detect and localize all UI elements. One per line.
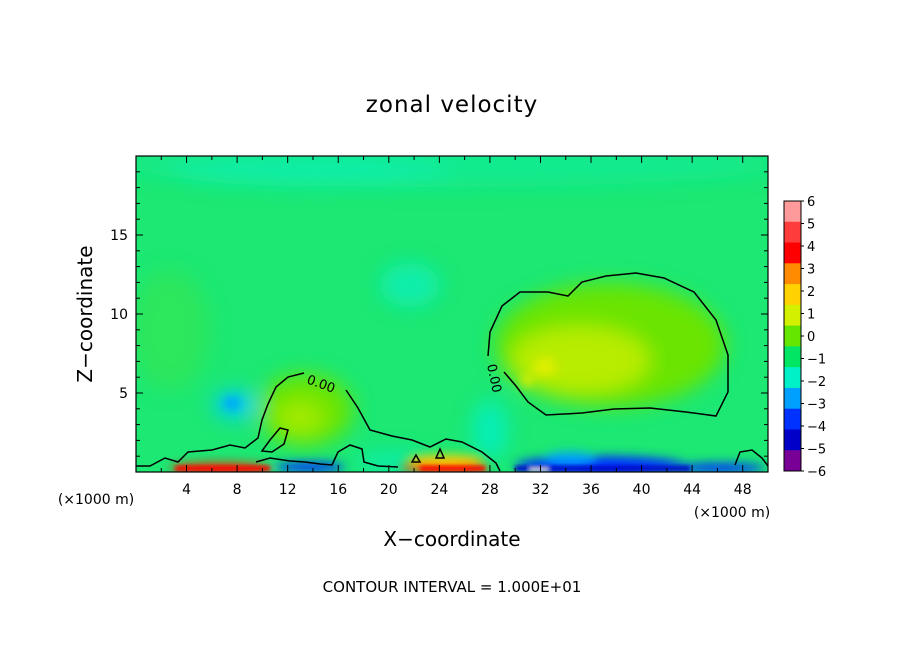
contour-zero-left [136,372,501,472]
colorbar-swatch [784,387,801,410]
colorbar-label: −2 [807,375,826,390]
z-unit-label: (×1000 m) [58,492,134,508]
colorbar-label: 6 [807,195,815,210]
plot-area [136,156,768,472]
field-surf-strip-navy [515,466,690,471]
field-upper-cyan [170,158,450,186]
contour-zero-right-corner [734,449,768,467]
y-tick-label: 10 [110,307,128,323]
colorbar-label: −5 [807,443,826,458]
field-surf-blue-2 [545,452,595,464]
colorbar-label: −6 [807,465,826,480]
colorbar-label: 1 [807,308,815,323]
x-tick-label: 20 [380,482,398,498]
x-tick-label: 12 [279,482,297,498]
colorbar-swatch [784,284,801,306]
x-tick-label: 16 [329,482,347,498]
colorbar-swatch [784,408,801,430]
contour-zero-small-1 [410,453,422,463]
field-pos-yellow-1 [533,358,557,376]
colorbar-label: −1 [807,353,826,368]
colorbar-swatch [784,325,801,347]
field-shading [136,156,768,472]
contour-zero-small-2 [434,447,446,459]
contour-zero-left-lower [255,444,399,468]
contour-label-right: 0.00 [483,363,504,394]
colorbar-label: 4 [807,240,815,255]
field-left-green [136,270,210,390]
field-positive-right-core [510,326,650,394]
x-tick-label: 48 [734,482,752,498]
x-tick-label: 44 [683,482,701,498]
colorbar-label: −3 [807,398,826,413]
colorbar-swatch [784,242,801,264]
chart-title: zonal velocity [366,92,538,118]
field-surf-strip-white [530,468,548,471]
field-surf-strip-red [175,466,270,471]
field-surface-strip [175,466,690,471]
contours [136,272,768,472]
x-unit-label: (×1000 m) [694,505,770,521]
colorbar-swatch [784,221,801,244]
colorbar-swatch [784,429,801,451]
x-axis: 4 8 12 16 20 24 28 32 36 40 44 48 [160,156,752,498]
y-tick-label: 5 [119,386,128,402]
colorbar-label: −4 [807,420,826,435]
colorbar-swatch [784,367,801,389]
field-mid-negative [380,263,440,307]
x-tick-label: 28 [481,482,499,498]
x-axis-label: X−coordinate [383,527,520,551]
contour-zero-right [487,272,729,417]
colorbar-label: 5 [807,218,815,233]
field-surf-strip-red-2 [420,466,485,471]
colorbar-swatch [784,304,801,327]
x-tick-label: 24 [430,482,448,498]
contour-zero-left-inner [260,427,289,453]
field-neg-cyan-2 [472,400,508,460]
field-surf-yellow [405,455,485,465]
field-neg-blue-1 [223,397,241,409]
colorbar-swatch [784,450,801,472]
colorbar-swatch [784,346,801,368]
colorbar-label: 3 [807,263,815,278]
contour-interval-footer: CONTOUR INTERVAL = 1.000E+01 [323,578,582,596]
x-tick-label: 36 [582,482,600,498]
y-tick-label: 15 [110,228,128,244]
y-axis: 5 10 15 [110,171,768,457]
x-tick-label: 4 [182,482,191,498]
colorbar-label: 0 [807,330,815,345]
colorbar: 6 5 4 3 2 1 0 −1 −2 −3 −4 −5 −6 [783,195,826,480]
y-axis-label: Z−coordinate [73,245,97,382]
field-surf-blue-3 [275,462,345,472]
field-positive-left-core [276,400,324,436]
x-tick-label: 8 [233,482,242,498]
x-tick-label: 40 [633,482,651,498]
colorbar-label: 2 [807,285,815,300]
colorbar-swatch [784,201,801,223]
colorbar-swatch [784,263,801,285]
x-tick-label: 32 [532,482,550,498]
field-pos-yellow-2 [521,374,533,386]
